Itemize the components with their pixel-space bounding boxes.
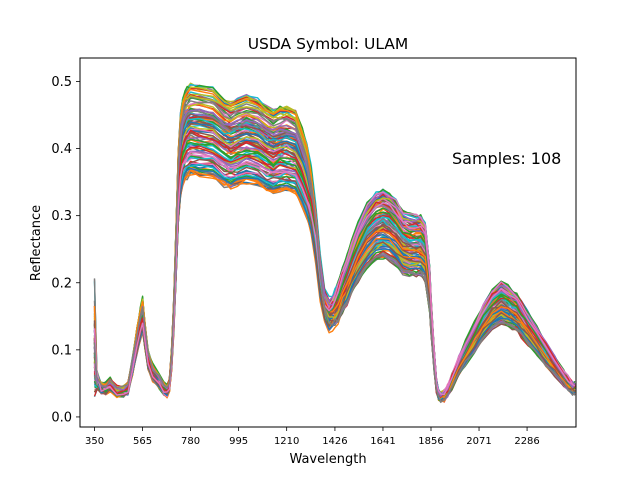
- x-tick-label: 565: [133, 436, 152, 447]
- y-tick-label: 0.5: [51, 75, 72, 90]
- y-tick-label: 0.0: [51, 410, 72, 425]
- x-tick-label: 1426: [322, 436, 347, 447]
- samples-annotation: Samples: 108: [452, 149, 561, 168]
- spectrum-series-line: [93, 158, 576, 402]
- y-tick-label: 0.1: [51, 343, 72, 358]
- spectrum-series-line: [93, 109, 576, 397]
- x-tick-label: 1856: [418, 436, 443, 447]
- x-tick-label: 780: [181, 436, 200, 447]
- y-tick-label: 0.4: [51, 142, 72, 157]
- x-tick-label: 2286: [514, 436, 539, 447]
- x-axis: 350 565 780 995 1210 1426 1641 1856 2071 2286: [85, 427, 540, 447]
- x-tick-label: 1210: [274, 436, 299, 447]
- x-tick-label: 1641: [370, 436, 395, 447]
- x-axis-label: Wavelength: [289, 452, 366, 467]
- y-tick-label: 0.2: [51, 276, 72, 291]
- y-tick-label: 0.3: [51, 209, 72, 224]
- y-axis-label: Reflectance: [29, 205, 44, 281]
- plot-frame: [79, 57, 577, 428]
- x-tick-label: 350: [85, 436, 104, 447]
- y-axis: 0.0 0.1 0.2 0.3 0.4 0.5: [51, 75, 80, 425]
- x-tick-label: 995: [229, 436, 248, 447]
- chart-title: USDA Symbol: ULAM: [248, 35, 409, 53]
- spectra-series-group: [93, 82, 576, 404]
- spectrum-series-line: [93, 100, 576, 403]
- x-tick-label: 2071: [466, 436, 491, 447]
- plot-area: [80, 58, 576, 427]
